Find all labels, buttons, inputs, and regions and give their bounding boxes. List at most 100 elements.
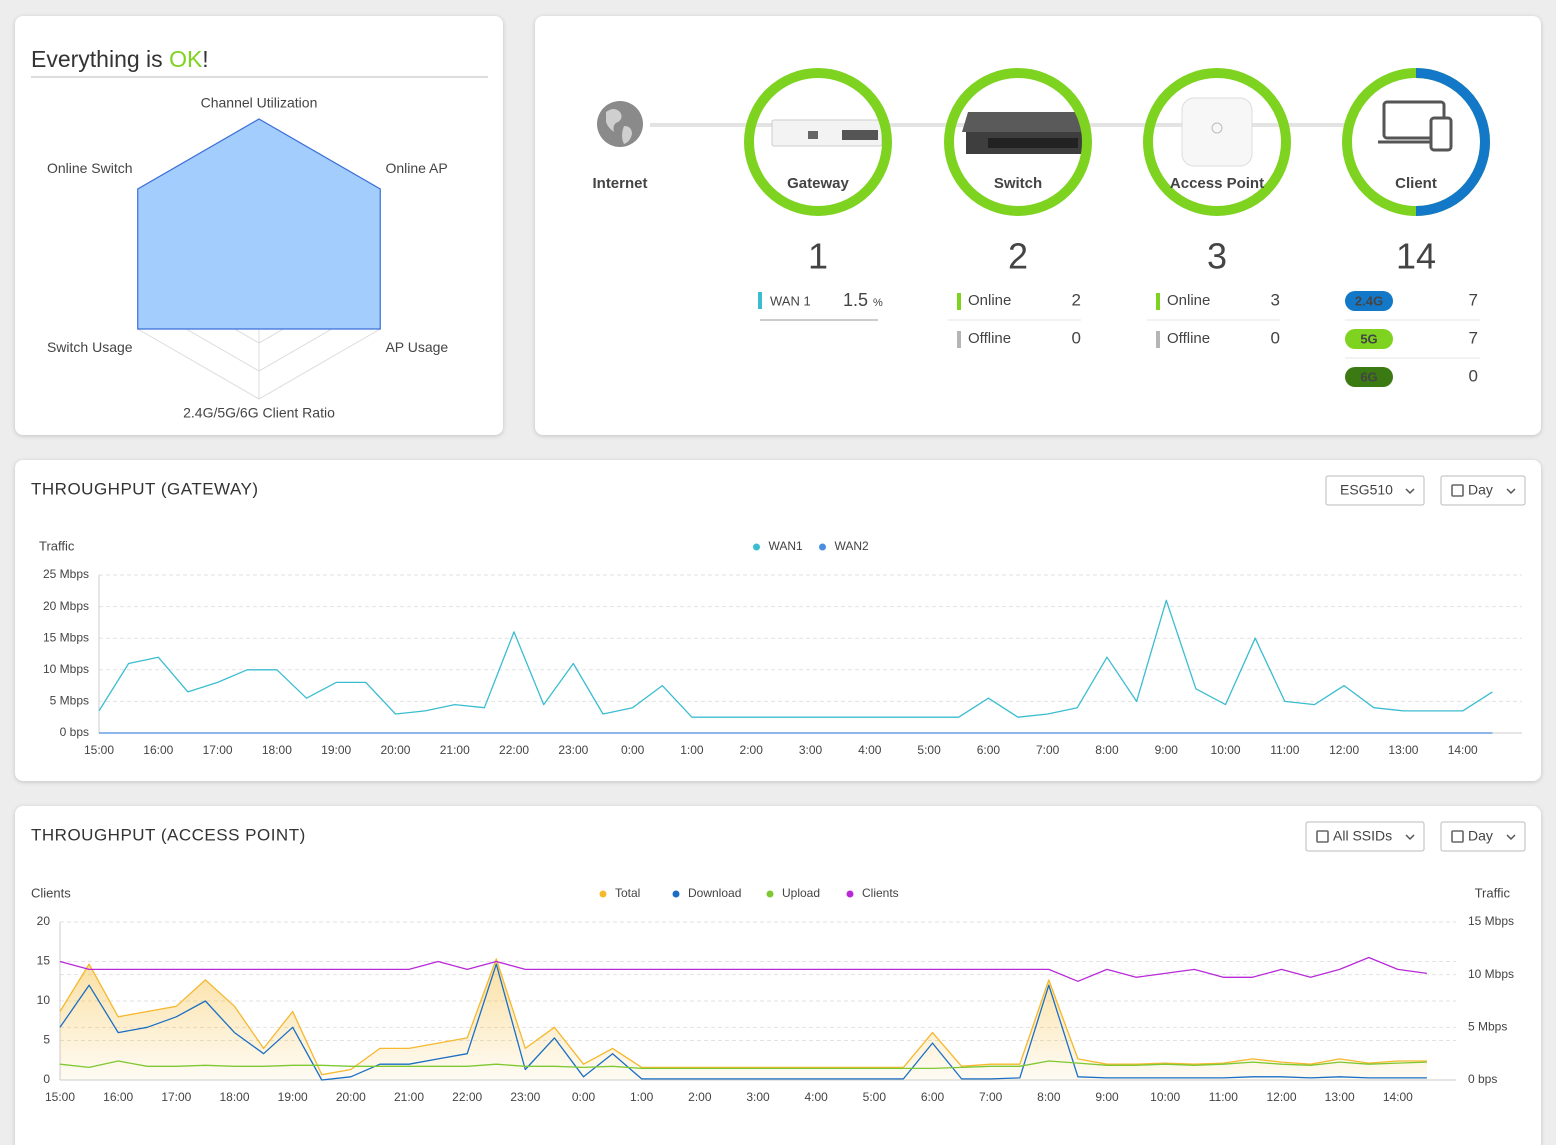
x-tick-label: 4:00 — [804, 1090, 828, 1104]
x-tick-label: 18:00 — [219, 1090, 249, 1104]
y2-tick-label: 10 Mbps — [1468, 967, 1514, 981]
x-tick-label: 8:00 — [1095, 743, 1119, 757]
x-tick-label: 14:00 — [1383, 1090, 1413, 1104]
series-line — [59, 958, 1427, 1076]
wan-marker — [758, 292, 762, 309]
band-label: 2.4G — [1355, 293, 1383, 308]
x-tick-label: 10:00 — [1211, 743, 1241, 757]
series-line — [59, 1060, 1427, 1070]
gateway-icon — [771, 119, 883, 147]
x-tick-label: 16:00 — [103, 1090, 133, 1104]
dropdown-chevron — [1405, 488, 1415, 495]
y-tick-label: 5 — [43, 1033, 50, 1047]
x-tick-label: 16:00 — [143, 743, 173, 757]
x-tick-label: 4:00 — [858, 743, 882, 757]
client-icon — [1378, 100, 1453, 152]
status-count: 0 — [1072, 328, 1081, 347]
x-tick-label: 21:00 — [440, 743, 470, 757]
x-tick-label: 5:00 — [863, 1090, 887, 1104]
status-label: Offline — [968, 330, 1011, 347]
band-label: 6G — [1360, 369, 1377, 384]
radar-label: Online AP — [385, 160, 447, 176]
wan-label: WAN 1 — [770, 293, 811, 308]
x-tick-label: 11:00 — [1209, 1090, 1238, 1104]
series-line — [59, 956, 1427, 982]
radar-area — [137, 118, 381, 330]
status-count: 0 — [1271, 328, 1280, 347]
wan-unit: % — [873, 297, 883, 309]
x-tick-label: 15:00 — [45, 1090, 75, 1104]
y-tick-label: 10 Mbps — [43, 662, 89, 676]
band-pill — [1345, 329, 1393, 349]
dropdown-chevron — [1405, 834, 1415, 841]
legend-swatch — [846, 890, 854, 898]
gateway-panel — [15, 460, 1541, 781]
x-tick-label: 13:00 — [1325, 1090, 1355, 1104]
x-tick-label: 7:00 — [979, 1090, 1003, 1104]
x-tick-label: 13:00 — [1388, 743, 1418, 757]
status-marker — [1156, 293, 1160, 310]
dropdown-label[interactable]: ESG510 — [1340, 482, 1393, 498]
legend-label: WAN2 — [835, 539, 870, 553]
x-tick-label: 22:00 — [499, 743, 529, 757]
radar-label: 2.4G/5G/6G Client Ratio — [183, 405, 335, 421]
legend-swatch — [599, 890, 607, 898]
radar-label: Online Switch — [47, 160, 133, 176]
dropdown[interactable] — [1440, 821, 1526, 852]
status-label: Online — [968, 292, 1011, 309]
dropdown[interactable] — [1440, 475, 1526, 506]
dropdown[interactable] — [1325, 475, 1425, 506]
status-marker — [957, 331, 961, 348]
status-prefix: Everything is — [31, 46, 169, 72]
radar-label: Channel Utilization — [201, 95, 318, 111]
x-tick-label: 3:00 — [746, 1090, 770, 1104]
legend-label: Total — [615, 886, 640, 900]
series-area — [60, 958, 1427, 1080]
dropdown-label[interactable]: Day — [1468, 482, 1493, 498]
y-tick-label: 10 — [37, 993, 51, 1007]
band-count: 7 — [1469, 290, 1478, 309]
legend-swatch — [766, 890, 774, 898]
device-ring — [744, 68, 892, 216]
y-tick-label: 20 — [37, 914, 51, 928]
dropdown-label[interactable]: All SSIDs — [1333, 828, 1392, 844]
node-count: 14 — [1396, 236, 1436, 277]
legend-label: Clients — [862, 886, 899, 900]
internet-label: Internet — [592, 175, 647, 192]
switch-icon — [962, 112, 1088, 154]
series-line — [98, 599, 1493, 718]
x-tick-label: 19:00 — [278, 1090, 308, 1104]
panel-title: THROUGHPUT (ACCESS POINT) — [31, 825, 306, 844]
wan-value: 1.5 — [843, 290, 868, 310]
panel-title: THROUGHPUT (GATEWAY) — [31, 479, 259, 498]
dropdown-icon — [1316, 830, 1329, 843]
x-tick-label: 2:00 — [688, 1090, 712, 1104]
x-tick-label: 20:00 — [380, 743, 410, 757]
y-axis-label: Traffic — [39, 538, 75, 553]
x-tick-label: 6:00 — [921, 1090, 945, 1104]
x-tick-label: 12:00 — [1266, 1090, 1296, 1104]
legend-swatch — [672, 890, 680, 898]
status-marker — [957, 293, 961, 310]
band-pill — [1345, 367, 1393, 387]
radar-label: AP Usage — [385, 339, 448, 355]
y-tick-label: 5 Mbps — [50, 694, 89, 708]
status-suffix: ! — [202, 46, 208, 72]
dropdown-icon — [1451, 830, 1464, 843]
dropdown[interactable] — [1305, 821, 1425, 852]
x-tick-label: 14:00 — [1448, 743, 1478, 757]
x-tick-label: 23:00 — [510, 1090, 540, 1104]
radar-label: Switch Usage — [47, 339, 133, 355]
node-label: Gateway — [787, 175, 849, 192]
x-tick-label: 22:00 — [452, 1090, 482, 1104]
x-tick-label: 18:00 — [262, 743, 292, 757]
x-tick-label: 9:00 — [1155, 743, 1179, 757]
x-tick-label: 5:00 — [917, 743, 941, 757]
dropdown-label[interactable]: Day — [1468, 828, 1493, 844]
node-label: Switch — [994, 175, 1042, 192]
device-ring — [1143, 68, 1291, 216]
status-ok: OK — [169, 46, 203, 72]
node-count: 2 — [1008, 236, 1028, 277]
